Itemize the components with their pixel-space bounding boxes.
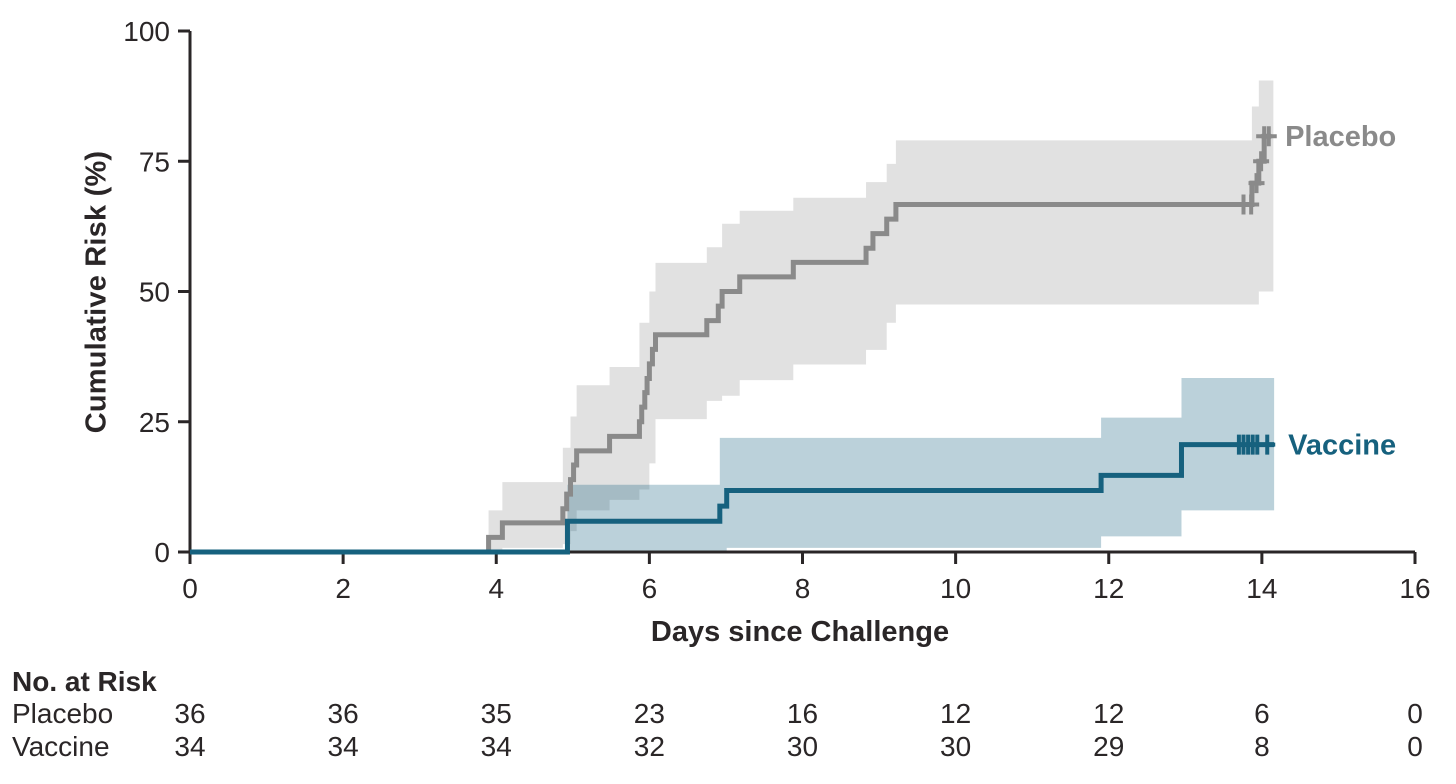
at-risk-value: 34	[327, 731, 359, 762]
y-tick-label: 75	[139, 146, 170, 177]
at-risk-value: 29	[1093, 731, 1125, 762]
at-risk-value: 8	[1254, 731, 1270, 762]
at-risk-value: 12	[1093, 698, 1125, 729]
placebo-series-label: Placebo	[1285, 121, 1396, 153]
x-tick-label: 12	[1093, 573, 1124, 604]
at-risk-value: 23	[633, 698, 665, 729]
placebo-censor-mark	[1260, 126, 1277, 147]
y-tick-label: 50	[139, 277, 170, 308]
at-risk-title: No. at Risk	[12, 666, 157, 697]
x-tick-label: 16	[1399, 573, 1430, 604]
at-risk-value: 0	[1407, 698, 1423, 729]
x-tick-label: 10	[940, 573, 971, 604]
placebo-censor-mark	[1248, 173, 1265, 194]
at-risk-value: 36	[327, 698, 359, 729]
vaccine-censor-mark	[1259, 434, 1276, 455]
x-tick-label: 14	[1246, 573, 1277, 604]
at-risk-row-label: Placebo	[12, 698, 114, 729]
km-plot: 0 25 50 75 100 0 2 4 6 8 10 12 14 16 Placebo Vaccine	[123, 16, 1430, 604]
at-risk-value: 16	[786, 698, 819, 729]
at-risk-row-label: Vaccine	[12, 731, 110, 762]
y-tick-label: 0	[154, 537, 170, 568]
at-risk-value: 30	[940, 731, 972, 762]
x-axis-label: Days since Challenge	[650, 616, 950, 648]
placebo-censor-mark	[1253, 151, 1270, 172]
at-risk-value: 6	[1254, 698, 1270, 729]
at-risk-value: 0	[1407, 731, 1423, 762]
at-risk-value: 12	[940, 698, 972, 729]
x-tick-label: 2	[335, 573, 351, 604]
x-tick-label: 8	[795, 573, 811, 604]
y-tick-label: 100	[123, 16, 170, 47]
at-risk-value: 36	[174, 698, 206, 729]
y-tick-label: 25	[139, 407, 170, 438]
vaccine-curve	[190, 442, 1275, 555]
placebo-curve	[190, 133, 1272, 555]
placebo-censor-mark	[1243, 194, 1260, 215]
at-risk-value: 30	[786, 731, 819, 762]
at-risk-value: 34	[174, 731, 206, 762]
at-risk-value: 32	[633, 731, 665, 762]
at-risk-value: 34	[480, 731, 512, 762]
vaccine-confidence-band	[567, 377, 1275, 552]
vaccine-series-label: Vaccine	[1288, 430, 1396, 462]
placebo-confidence-band	[488, 80, 1274, 553]
x-tick-label: 6	[642, 573, 658, 604]
at-risk-value: 35	[480, 698, 512, 729]
x-tick-label: 0	[182, 573, 198, 604]
x-tick-label: 4	[488, 573, 504, 604]
